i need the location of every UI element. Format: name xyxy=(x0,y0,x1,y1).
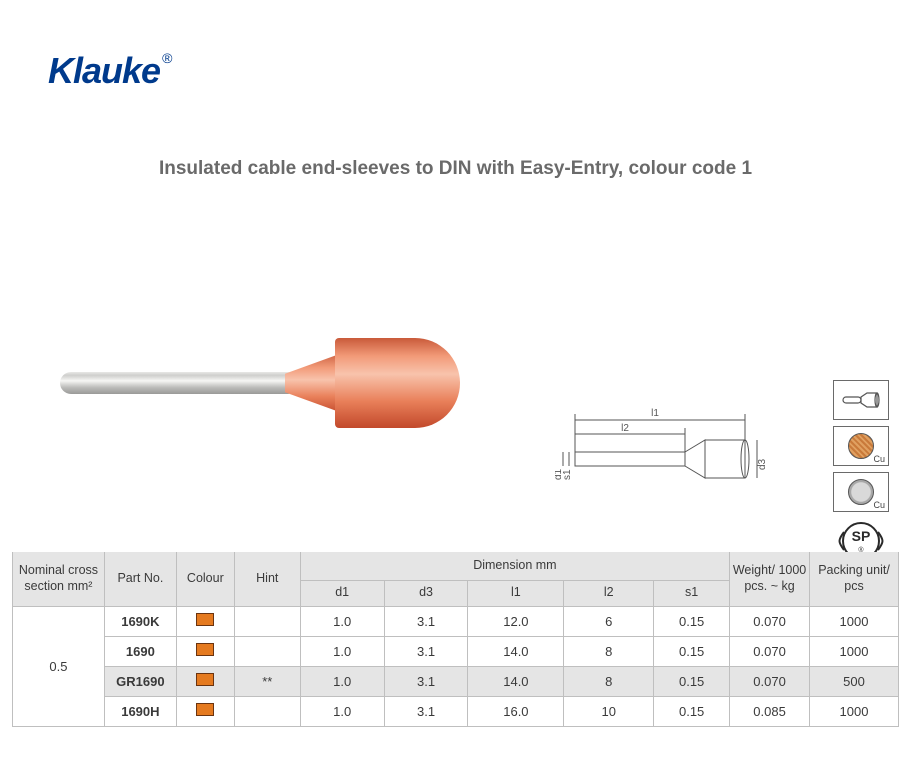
colour-swatch xyxy=(196,703,214,716)
cell-part-no: 1690K xyxy=(104,606,176,636)
brand-name-text: Klauke xyxy=(48,50,160,91)
copper-stranded-icon: Cu xyxy=(833,426,889,466)
brand-registered-mark: ® xyxy=(162,50,171,66)
cell-d3: 3.1 xyxy=(384,666,468,696)
table-row: 1690H 1.03.116.0100.150.0851000 xyxy=(13,696,899,726)
dim-label-s1: s1 xyxy=(562,469,573,480)
cell-weight: 0.070 xyxy=(730,666,810,696)
cell-l1: 14.0 xyxy=(468,666,564,696)
cell-weight: 0.070 xyxy=(730,636,810,666)
spec-table: Nominal cross section mm² Part No. Colou… xyxy=(12,552,899,727)
col-l1: l1 xyxy=(468,580,564,606)
col-hint: Hint xyxy=(234,552,300,606)
col-l2: l2 xyxy=(564,580,654,606)
cell-part-no: 1690H xyxy=(104,696,176,726)
table-row: 0.51690K1.03.112.060.150.0701000 xyxy=(13,606,899,636)
colour-swatch xyxy=(196,643,214,656)
cell-colour xyxy=(176,636,234,666)
col-d1: d1 xyxy=(300,580,384,606)
cell-s1: 0.15 xyxy=(654,606,730,636)
brand-name: Klauke® xyxy=(48,50,171,91)
cell-packing: 500 xyxy=(810,666,899,696)
copper-solid-icon: Cu xyxy=(833,472,889,512)
ferrule-metal-tube xyxy=(60,372,290,394)
col-d3: d3 xyxy=(384,580,468,606)
page-title: Insulated cable end-sleeves to DIN with … xyxy=(0,158,911,180)
cell-d3: 3.1 xyxy=(384,606,468,636)
cell-packing: 1000 xyxy=(810,636,899,666)
cell-d3: 3.1 xyxy=(384,636,468,666)
cu-label-1: Cu xyxy=(873,454,885,464)
sleeve-body xyxy=(335,338,460,428)
cell-hint xyxy=(234,606,300,636)
dim-label-d3: d3 xyxy=(757,458,768,470)
cell-l1: 16.0 xyxy=(468,696,564,726)
cu-label-2: Cu xyxy=(873,500,885,510)
cell-l2: 10 xyxy=(564,696,654,726)
side-icon-column: Cu Cu SP ® xyxy=(833,380,893,564)
table-body: 0.51690K1.03.112.060.150.070100016901.03… xyxy=(13,606,899,726)
table-row: GR1690 **1.03.114.080.150.070500 xyxy=(13,666,899,696)
cell-hint: ** xyxy=(234,666,300,696)
cell-s1: 0.15 xyxy=(654,696,730,726)
cell-part-no: 1690 xyxy=(104,636,176,666)
cell-part-no: GR1690 xyxy=(104,666,176,696)
ferrule-outline-icon xyxy=(833,380,889,420)
colour-swatch xyxy=(196,613,214,626)
cell-colour xyxy=(176,666,234,696)
cell-packing: 1000 xyxy=(810,696,899,726)
cell-d1: 1.0 xyxy=(300,696,384,726)
table-row: 1690 1.03.114.080.150.0701000 xyxy=(13,636,899,666)
col-colour: Colour xyxy=(176,552,234,606)
brand-logo: Klauke® xyxy=(48,50,171,92)
cell-colour xyxy=(176,696,234,726)
cell-d1: 1.0 xyxy=(300,666,384,696)
cell-d3: 3.1 xyxy=(384,696,468,726)
cell-l1: 12.0 xyxy=(468,606,564,636)
col-packing: Packing unit/ pcs xyxy=(810,552,899,606)
cell-l2: 8 xyxy=(564,636,654,666)
col-nominal: Nominal cross section mm² xyxy=(13,552,105,606)
svg-text:SP: SP xyxy=(852,528,871,544)
col-s1: s1 xyxy=(654,580,730,606)
cell-l2: 6 xyxy=(564,606,654,636)
product-illustration xyxy=(60,280,480,440)
solid-circle xyxy=(848,479,874,505)
cell-hint xyxy=(234,636,300,666)
stranded-circle xyxy=(848,433,874,459)
cell-colour xyxy=(176,606,234,636)
cell-nominal: 0.5 xyxy=(13,606,105,726)
dim-label-l2: l2 xyxy=(621,423,629,434)
ferrule-insulation-sleeve xyxy=(285,338,460,428)
cell-s1: 0.15 xyxy=(654,636,730,666)
dimension-diagram: l1 l2 d1 s1 d3 xyxy=(555,400,775,510)
cell-l2: 8 xyxy=(564,666,654,696)
cell-weight: 0.070 xyxy=(730,606,810,636)
cell-packing: 1000 xyxy=(810,606,899,636)
cell-hint xyxy=(234,696,300,726)
cell-d1: 1.0 xyxy=(300,606,384,636)
table-header: Nominal cross section mm² Part No. Colou… xyxy=(13,552,899,606)
col-dimension-group: Dimension mm xyxy=(300,552,729,580)
colour-swatch xyxy=(196,673,214,686)
cell-s1: 0.15 xyxy=(654,666,730,696)
cell-l1: 14.0 xyxy=(468,636,564,666)
col-weight: Weight/ 1000 pcs. ~ kg xyxy=(730,552,810,606)
cell-d1: 1.0 xyxy=(300,636,384,666)
cell-weight: 0.085 xyxy=(730,696,810,726)
dim-label-l1: l1 xyxy=(651,408,659,419)
col-part: Part No. xyxy=(104,552,176,606)
